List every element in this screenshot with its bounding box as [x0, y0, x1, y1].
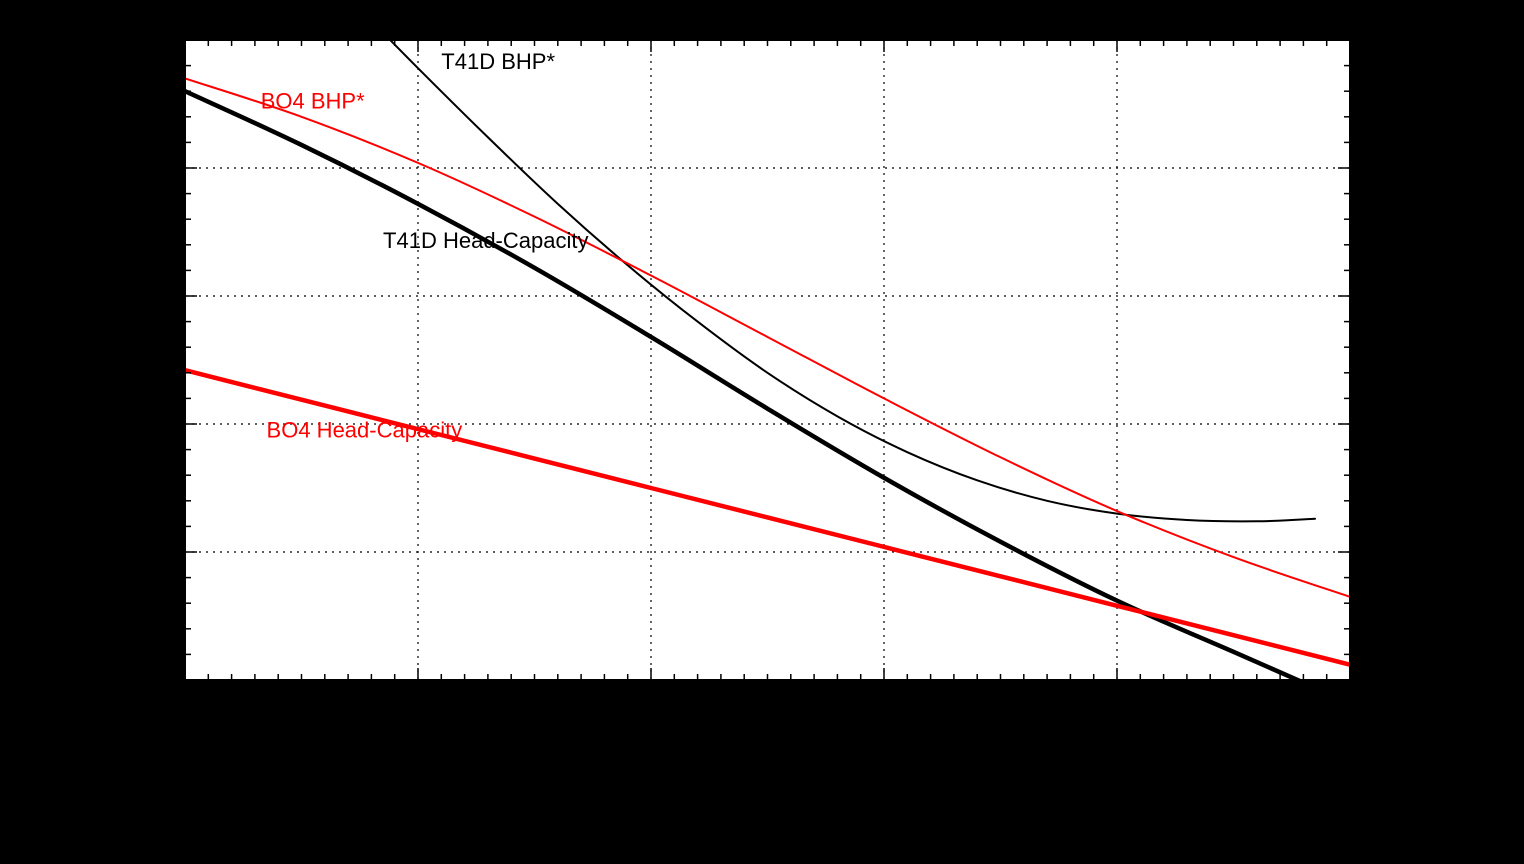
pump-curve-chart: T41D Head-Capacity BO4 Head-Capacity T41D …: [0, 0, 1524, 864]
t41d_bhp-label: T41D BHP*: [441, 49, 555, 74]
chart-wrapper: T41D Head-Capacity BO4 Head-Capacity T41D …: [0, 0, 1524, 864]
bo4_head-label: BO4 Head-Capacity: [267, 417, 463, 442]
bo4_bhp-label: BO4 BHP*: [261, 89, 365, 114]
t41d_head-label: T41D Head-Capacity: [383, 228, 588, 253]
